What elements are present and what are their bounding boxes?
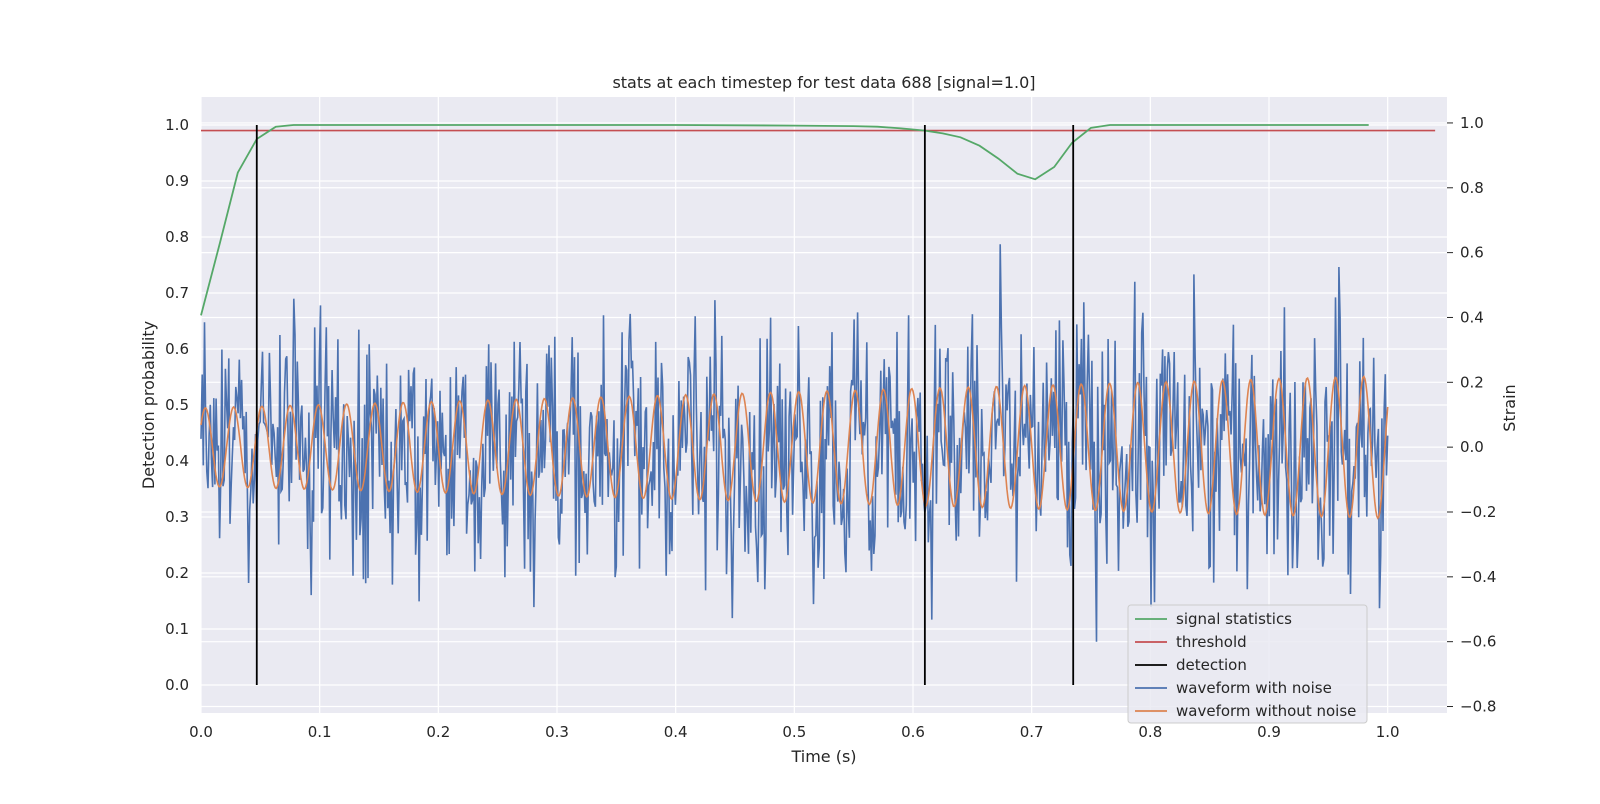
x-tick-label: 0.3 (545, 723, 569, 741)
y2-tick-label: 0.8 (1460, 179, 1484, 197)
y2-tick-label: 0.4 (1460, 308, 1484, 326)
y-tick-label: 0.6 (165, 340, 189, 358)
x-tick-label: 0.7 (1020, 723, 1044, 741)
y-tick-label: 0.2 (165, 564, 189, 582)
x-tick-label: 0.6 (901, 723, 925, 741)
y-tick-label: 0.4 (165, 452, 189, 470)
waveform-without-noise-line (200, 375, 1389, 520)
x-tick-label: 0.1 (308, 723, 332, 741)
legend-label: waveform with noise (1176, 679, 1332, 697)
series-layer (200, 124, 1436, 685)
y2-tick-label: 0.0 (1460, 438, 1484, 456)
legend-label: signal statistics (1176, 610, 1292, 628)
y2-tick-label: 1.0 (1460, 114, 1484, 132)
legend-label: waveform without noise (1176, 702, 1356, 720)
x-tick-label: 0.9 (1257, 723, 1281, 741)
y-axis-label: Detection probability (139, 321, 158, 489)
legend-box (1127, 604, 1368, 724)
y-tick-label: 0.8 (165, 228, 189, 246)
y-tick-label: 0.1 (165, 620, 189, 638)
y2-tick-label: −0.8 (1460, 698, 1496, 716)
y2-tick-label: −0.6 (1460, 633, 1496, 651)
x-tick-label: 0.5 (782, 723, 806, 741)
y-tick-label: 0.0 (165, 676, 189, 694)
x-tick-label: 0.0 (189, 723, 213, 741)
y2-axis-label: Strain (1500, 384, 1519, 431)
legend-label: detection (1176, 656, 1247, 674)
waveform-with-noise-line (200, 244, 1389, 642)
y2-tick-label: 0.2 (1460, 373, 1484, 391)
y-tick-label: 1.0 (165, 116, 189, 134)
x-tick-label: 0.2 (426, 723, 450, 741)
legend-label: threshold (1176, 633, 1247, 651)
y2-tick-label: −0.2 (1460, 503, 1496, 521)
legend: signal statistics threshold detection wavef… (1127, 604, 1368, 724)
x-axis-label: Time (s) (790, 747, 856, 766)
tick-labels: 0.0 0.1 0.2 0.3 0.4 0.5 0.6 0.7 0.8 0.9 1.0 0.0 0.1 0… (165, 114, 1496, 741)
y2-tick-label: −0.4 (1460, 568, 1496, 586)
y-tick-label: 0.3 (165, 508, 189, 526)
y2-tick-label: 0.6 (1460, 244, 1484, 262)
y-tick-label: 0.7 (165, 284, 189, 302)
x-tick-label: 0.8 (1138, 723, 1162, 741)
x-tick-label: 0.4 (664, 723, 688, 741)
x-tick-label: 1.0 (1376, 723, 1400, 741)
y-tick-label: 0.9 (165, 172, 189, 190)
signal-statistics-line (200, 124, 1369, 316)
y-tick-label: 0.5 (165, 396, 189, 414)
chart-title: stats at each timestep for test data 688… (612, 73, 1035, 92)
